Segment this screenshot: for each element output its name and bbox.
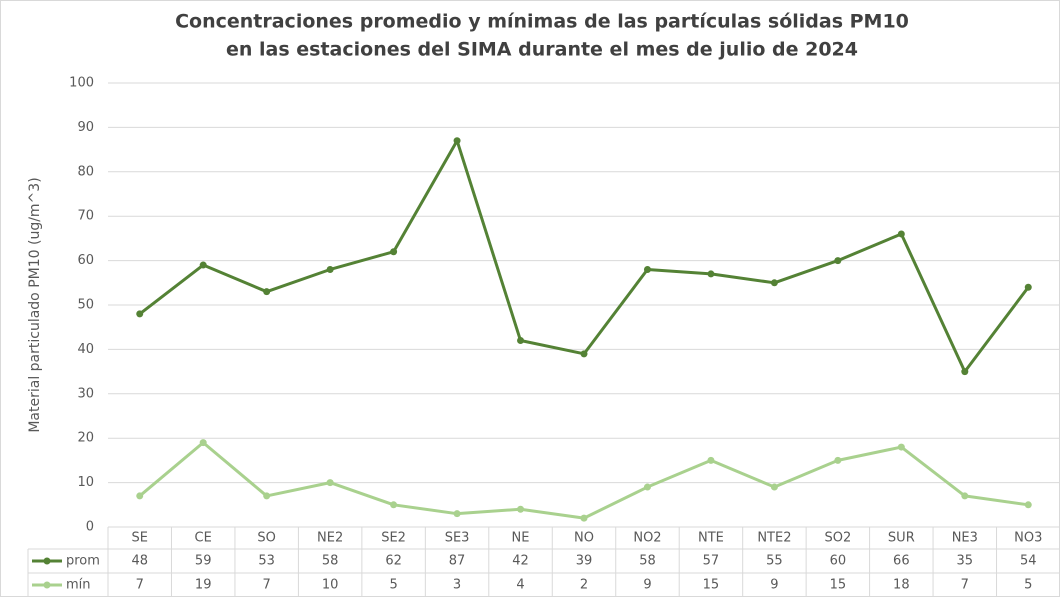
point — [390, 248, 398, 256]
table-value: 9 — [643, 578, 651, 593]
x-tick-label: NE2 — [317, 531, 343, 546]
x-tick-label: SE2 — [381, 531, 406, 546]
x-tick-label: SO2 — [824, 531, 851, 546]
table-value: 55 — [766, 554, 783, 569]
y-tick-label: 20 — [77, 431, 94, 446]
x-tick-label: NE3 — [952, 531, 978, 546]
table-value: 3 — [453, 578, 461, 593]
point — [326, 265, 334, 273]
point — [770, 483, 778, 491]
table-value: 53 — [258, 554, 275, 569]
table-value: 15 — [703, 578, 720, 593]
y-tick-label: 50 — [77, 298, 94, 313]
table-value: 4 — [516, 578, 524, 593]
y-tick-label: 60 — [77, 253, 94, 268]
table-value: 35 — [957, 554, 974, 569]
y-axis-label: Material particulado PM10 (ug/m^3) — [27, 177, 43, 432]
point — [707, 270, 715, 278]
legend-swatch — [43, 557, 51, 565]
y-tick-label: 80 — [77, 164, 94, 179]
table-value: 59 — [195, 554, 212, 569]
table-value: 58 — [322, 554, 339, 569]
table-value: 48 — [131, 554, 148, 569]
table-value: 7 — [263, 578, 271, 593]
point — [263, 288, 271, 296]
point — [707, 456, 715, 464]
chart-title: Concentraciones promedio y mínimas de la… — [175, 11, 909, 33]
point — [1024, 283, 1032, 291]
y-tick-label: 30 — [77, 386, 94, 401]
point — [834, 257, 842, 265]
table-value: 39 — [576, 554, 593, 569]
table-value: 5 — [1024, 578, 1032, 593]
point — [136, 310, 144, 318]
y-tick-label: 0 — [86, 520, 94, 535]
x-tick-label: NO — [574, 531, 594, 546]
table-value: 5 — [389, 578, 397, 593]
x-tick-label: NE — [512, 531, 530, 546]
table-value: 58 — [639, 554, 656, 569]
point — [961, 368, 969, 376]
point — [834, 456, 842, 464]
y-tick-label: 40 — [77, 342, 94, 357]
legend-label: prom — [66, 554, 100, 569]
point — [770, 279, 778, 287]
point — [517, 337, 525, 345]
x-tick-label: NO3 — [1014, 531, 1042, 546]
table-value: 9 — [770, 578, 778, 593]
point — [1024, 501, 1032, 509]
table-value: 66 — [893, 554, 910, 569]
chart-title: en las estaciones del SIMA durante el me… — [226, 39, 858, 61]
x-tick-label: NTE2 — [757, 531, 791, 546]
x-tick-label: SO — [257, 531, 275, 546]
point — [580, 350, 588, 358]
x-tick-label: SE — [131, 531, 147, 546]
y-tick-label: 100 — [69, 76, 94, 91]
point — [136, 492, 144, 500]
table-value: 7 — [136, 578, 144, 593]
x-tick-label: SUR — [888, 531, 915, 546]
point — [453, 137, 461, 145]
point — [199, 439, 207, 447]
point — [643, 265, 651, 273]
point — [453, 510, 461, 518]
point — [580, 514, 588, 522]
point — [961, 492, 969, 500]
y-tick-label: 10 — [77, 475, 94, 490]
table-value: 60 — [830, 554, 847, 569]
point — [199, 261, 207, 269]
y-tick-label: 90 — [77, 120, 94, 135]
table-value: 7 — [961, 578, 969, 593]
table-value: 18 — [893, 578, 910, 593]
table-value: 57 — [703, 554, 720, 569]
legend-swatch — [43, 581, 51, 589]
table-value: 2 — [580, 578, 588, 593]
table-value: 54 — [1020, 554, 1037, 569]
x-tick-label: NTE — [698, 531, 724, 546]
legend-label: mín — [66, 578, 91, 593]
x-tick-label: CE — [195, 531, 212, 546]
table-value: 42 — [512, 554, 529, 569]
point — [326, 479, 334, 487]
point — [897, 443, 905, 451]
table-value: 15 — [830, 578, 847, 593]
y-tick-label: 70 — [77, 209, 94, 224]
table-value: 87 — [449, 554, 466, 569]
table-value: 62 — [385, 554, 402, 569]
x-tick-label: SE3 — [445, 531, 470, 546]
x-tick-label: NO2 — [633, 531, 661, 546]
point — [390, 501, 398, 509]
point — [517, 505, 525, 513]
table-value: 19 — [195, 578, 212, 593]
point — [897, 230, 905, 238]
table-value: 10 — [322, 578, 339, 593]
point — [643, 483, 651, 491]
point — [263, 492, 271, 500]
